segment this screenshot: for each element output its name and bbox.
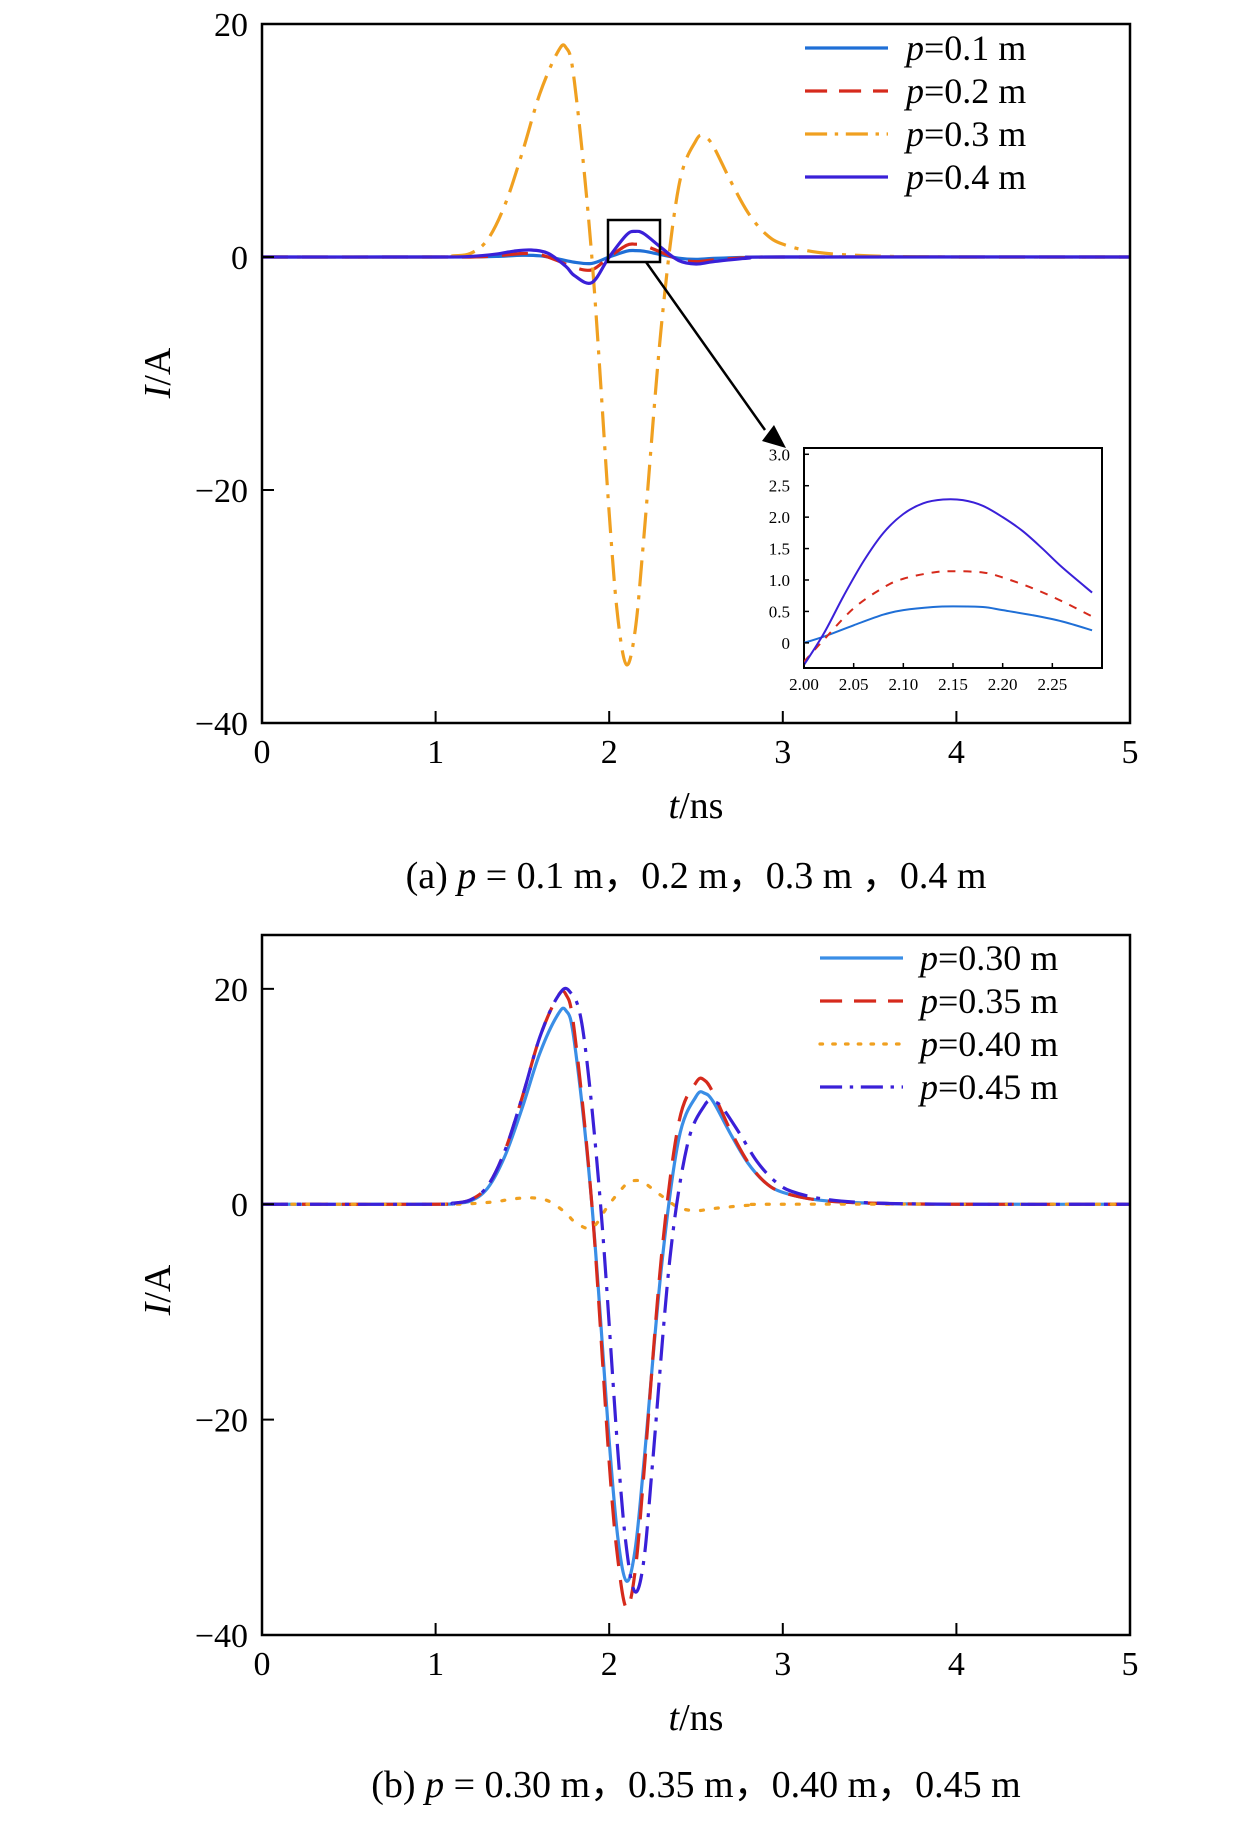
x-tick-label: 2 [601, 1646, 618, 1683]
panel-a-inset-frame [803, 447, 1103, 669]
inset-series-line-2 [804, 570, 1093, 663]
inset-series-line-1 [804, 605, 1093, 644]
panel-b-ylabel: I/A [137, 1264, 179, 1316]
y-tick-label: −40 [195, 706, 248, 743]
y-tick-label: −20 [195, 1403, 248, 1440]
inset-y-tick-label: 1.5 [769, 540, 790, 559]
panel-a-plot-frame [260, 22, 1132, 725]
x-tick-label: 3 [774, 734, 791, 771]
panel-b-plot-frame [260, 933, 1132, 1637]
panel-b-legend: p=0.30 mp=0.35 mp=0.40 mp=0.45 m [818, 938, 1058, 1107]
legend-label: p=0.2 m [903, 71, 1026, 111]
legend-label: p=0.4 m [903, 157, 1026, 197]
inset-x-tick-label: 2.00 [789, 675, 819, 694]
x-tick-label: 5 [1122, 734, 1139, 771]
panel-b-xlabel: t/ns [669, 1697, 724, 1739]
inset-y-tick-label: 1.0 [769, 571, 790, 590]
x-tick-label: 1 [427, 734, 444, 771]
inset-y-tick-label: 3.0 [769, 445, 790, 464]
inset-series-line-3 [804, 498, 1093, 666]
x-tick-label: 4 [948, 734, 965, 771]
y-tick-label: 0 [231, 240, 248, 277]
legend-label: p=0.1 m [903, 28, 1026, 68]
y-tick-label: 20 [214, 972, 248, 1009]
panel-b-caption: (b) p = 0.30 m，0.35 m，0.40 m，0.45 m [371, 1764, 1020, 1806]
panel-b: 0 1 2 3 4 5 −40 −20 0 20 p=0.30 mp=0.35 mp=0.40 m… [137, 933, 1139, 1806]
series-line-4 [262, 986, 1130, 1594]
legend-label: p=0.40 m [917, 1024, 1058, 1064]
y-tick-label: −20 [195, 473, 248, 510]
x-tick-label: 5 [1122, 1646, 1139, 1683]
inset-y-tick-label: 0.5 [769, 602, 790, 621]
series-line-4 [262, 229, 1130, 285]
x-tick-label: 3 [774, 1646, 791, 1683]
panel-a-inset: 2.00 2.05 2.10 2.15 2.20 2.25 0 0.5 1.0 1.5 2.0 2.5… [769, 445, 1103, 694]
panel-a-caption: (a) p = 0.1 m，0.2 m，0.3 m ，0.4 m [406, 855, 987, 897]
panel-a-ylabel: I/A [137, 347, 179, 399]
y-tick-label: 20 [214, 7, 248, 44]
x-tick-label: 0 [254, 1646, 271, 1683]
panel-a-zoom-arrowhead [762, 425, 786, 448]
panel-b-series [262, 986, 1130, 1610]
inset-x-tick-label: 2.05 [839, 675, 869, 694]
panel-a-ticks: 0 1 2 3 4 5 −40 −20 0 20 [195, 7, 1139, 771]
x-tick-label: 4 [948, 1646, 965, 1683]
panel-a-xlabel: t/ns [669, 785, 724, 827]
inset-y-tick-label: 2.0 [769, 508, 790, 527]
panel-a-inset-ticks: 2.00 2.05 2.10 2.15 2.20 2.25 0 0.5 1.0 1.5 2.0 2.5… [769, 445, 1067, 694]
inset-x-tick-label: 2.10 [888, 675, 918, 694]
legend-label: p=0.30 m [917, 938, 1058, 978]
y-tick-label: 0 [231, 1187, 248, 1224]
inset-y-tick-label: 2.5 [769, 477, 790, 496]
panel-b-ticks: 0 1 2 3 4 5 −40 −20 0 20 [195, 972, 1139, 1683]
legend-label: p=0.45 m [917, 1067, 1058, 1107]
series-line-2 [262, 989, 1130, 1610]
panel-a-legend: p=0.1 mp=0.2 mp=0.3 mp=0.4 m [805, 28, 1026, 197]
legend-label: p=0.3 m [903, 114, 1026, 154]
x-tick-label: 2 [601, 734, 618, 771]
x-tick-label: 1 [427, 1646, 444, 1683]
panel-a: 0 1 2 3 4 5 −40 −20 0 20 p=0.1 mp=0.2 mp=0.3 mp=0… [137, 7, 1139, 897]
panel-a-zoom-arrow [644, 261, 767, 431]
inset-x-tick-label: 2.25 [1037, 675, 1067, 694]
legend-label: p=0.35 m [917, 981, 1058, 1021]
panel-a-series [262, 43, 1130, 667]
panel-a-inset-series [804, 498, 1093, 666]
panel-a-zoom-box [606, 218, 662, 264]
inset-x-tick-label: 2.20 [988, 675, 1018, 694]
inset-x-tick-label: 2.15 [938, 675, 968, 694]
x-tick-label: 0 [254, 734, 271, 771]
inset-y-tick-label: 0 [782, 634, 791, 653]
series-line-3 [262, 43, 1130, 667]
y-tick-label: −40 [195, 1618, 248, 1655]
